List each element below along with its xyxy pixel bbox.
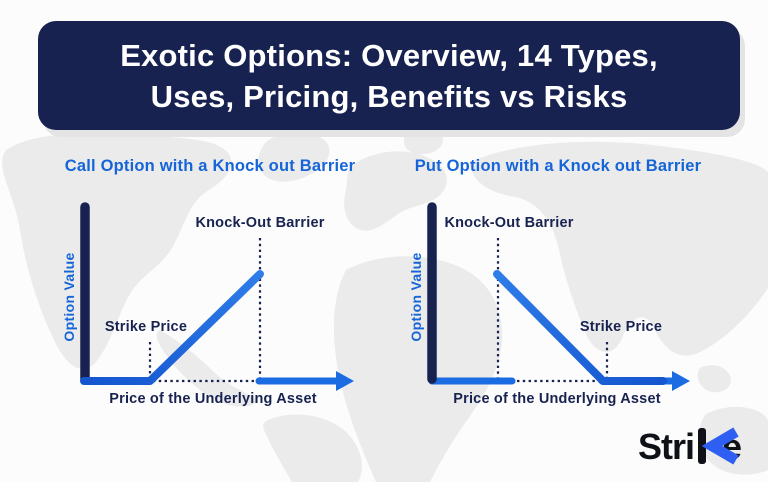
- map-asia: [470, 141, 768, 356]
- call-x-axis-label: Price of the Underlying Asset: [109, 391, 317, 407]
- call-barrier-label: Knock-Out Barrier: [195, 215, 325, 231]
- put-x-axis-arrowhead-icon: [672, 371, 690, 391]
- put-x-axis-label: Price of the Underlying Asset: [453, 391, 661, 407]
- put-payoff-line: [493, 270, 667, 385]
- call-x-axis-arrowhead-icon: [336, 371, 354, 391]
- call-chart-plot: [80, 202, 354, 391]
- map-north-america: [2, 133, 232, 369]
- put-y-axis-label: Option Value: [408, 252, 424, 342]
- strike-logo-graphic: Stri e: [638, 426, 742, 467]
- put-chart-plot: [427, 202, 690, 391]
- call-payoff-line: [80, 270, 264, 385]
- call-y-axis-label: Option Value: [61, 252, 77, 342]
- map-australia: [699, 406, 768, 475]
- map-south-america: [263, 414, 362, 482]
- put-strike-label: Strike Price: [579, 319, 663, 335]
- strike-logo: Stri e: [638, 424, 750, 475]
- map-africa: [333, 256, 503, 482]
- call-strike-label: Strike Price: [104, 319, 188, 335]
- strike-logo-text-prefix: Stri: [638, 426, 694, 467]
- call-chart-title: Call Option with a Knock out Barrier: [64, 157, 356, 175]
- map-greenland: [258, 132, 330, 182]
- strike-logo-arrow-icon: [701, 427, 739, 465]
- map-scandinavia: [404, 127, 444, 155]
- map-europe: [344, 151, 447, 231]
- map-southeast-asia: [697, 365, 731, 393]
- title-banner: Exotic Options: Overview, 14 Types, Uses…: [38, 21, 740, 130]
- main-title-line-1: Exotic Options: Overview, 14 Types,: [120, 37, 658, 73]
- put-barrier-label: Knock-Out Barrier: [444, 215, 574, 231]
- put-chart-title: Put Option with a Knock out Barrier: [414, 157, 702, 175]
- main-title-line-2: Uses, Pricing, Benefits vs Risks: [150, 78, 628, 114]
